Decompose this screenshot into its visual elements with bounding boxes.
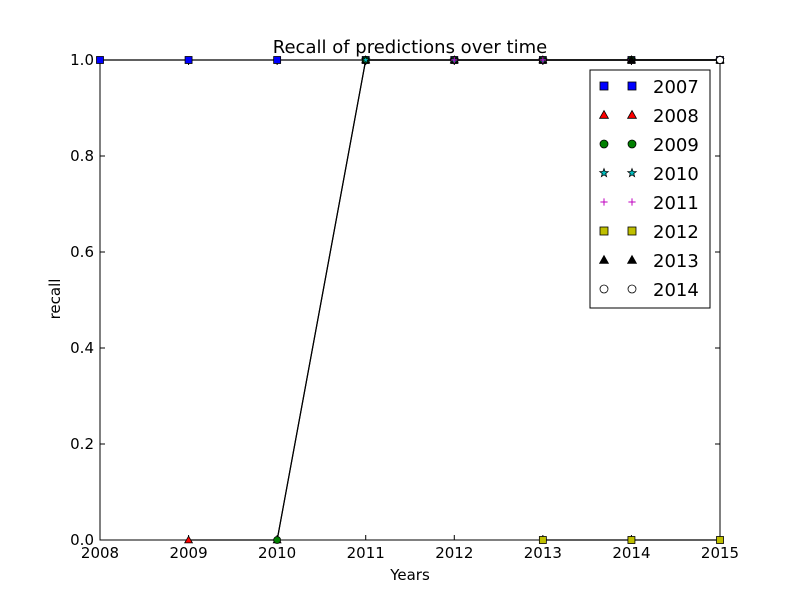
legend-label-2013: 2013 [653,251,699,272]
x-tick-label: 2008 [81,544,119,562]
data-point-2007 [273,56,282,64]
series-2014 [716,56,724,64]
y-tick-label: 0.8 [70,147,94,165]
x-tick-label: 2013 [524,544,562,562]
data-point-2012 [538,536,547,544]
x-tick-label: 2014 [612,544,650,562]
legend-marker-2011 [628,198,636,206]
legend-marker-2013 [598,254,610,264]
legend-label-2009: 2009 [653,135,699,156]
legend-label-2007: 2007 [653,77,699,98]
x-tick-label: 2012 [435,544,473,562]
series-2012 [538,536,724,544]
legend-marker-2010 [598,167,610,178]
data-point-2009 [273,536,282,544]
legend-marker-2013 [626,254,638,264]
y-tick-label: 0.4 [70,339,94,357]
legend-marker-2008 [598,109,610,119]
x-tick-label: 2009 [169,544,207,562]
legend-marker-2011 [600,198,608,206]
data-point-2011 [539,56,547,64]
legend-marker-2012 [599,226,609,236]
legend-marker-2014 [627,284,637,294]
legend-label-2008: 2008 [653,106,699,127]
data-point-2008 [184,535,194,544]
legend-box [589,69,711,309]
legend-marker-2014 [599,284,609,294]
x-tick-label: 2010 [258,544,296,562]
legend-marker-2008 [626,109,638,119]
data-point-2013 [626,55,636,64]
y-tick-label: 0.6 [70,243,94,261]
data-point-2007 [96,56,104,64]
legend-label-2014: 2014 [653,280,699,301]
plot-area: 2008 2009 2010 2011 2012 2013 2014 2015 0.0 0.2 0.… [70,51,739,562]
legend-marker-2012 [627,226,637,236]
legend-label-2010: 2010 [653,164,699,185]
legend-marker-2009 [599,139,609,149]
legend-marker-2009 [627,139,637,149]
data-point-2007 [184,56,193,64]
legend-label-2011: 2011 [653,193,699,214]
data-point-2011 [451,56,458,64]
data-point-2012 [627,536,636,544]
legend-marker-2007 [599,81,609,91]
chart-title: Recall of predictions over time [273,37,547,58]
legend-marker-2007 [627,81,637,91]
data-point-2010 [360,54,371,65]
data-point-2014 [716,56,724,64]
y-tick-label: 1.0 [70,51,94,69]
y-tick-label: 0.0 [70,531,94,549]
legend: 2007 2008 2009 2010 2011 2012 2013 2014 [589,69,711,309]
legend-marker-2010 [626,167,638,178]
data-point-2012 [716,536,724,544]
x-axis-label: Years [389,566,430,584]
x-tick-label: 2011 [347,544,385,562]
x-tick-label: 2015 [701,544,739,562]
legend-label-2012: 2012 [653,222,699,243]
y-tick-label: 0.2 [70,435,94,453]
y-axis-label: recall [46,279,64,320]
